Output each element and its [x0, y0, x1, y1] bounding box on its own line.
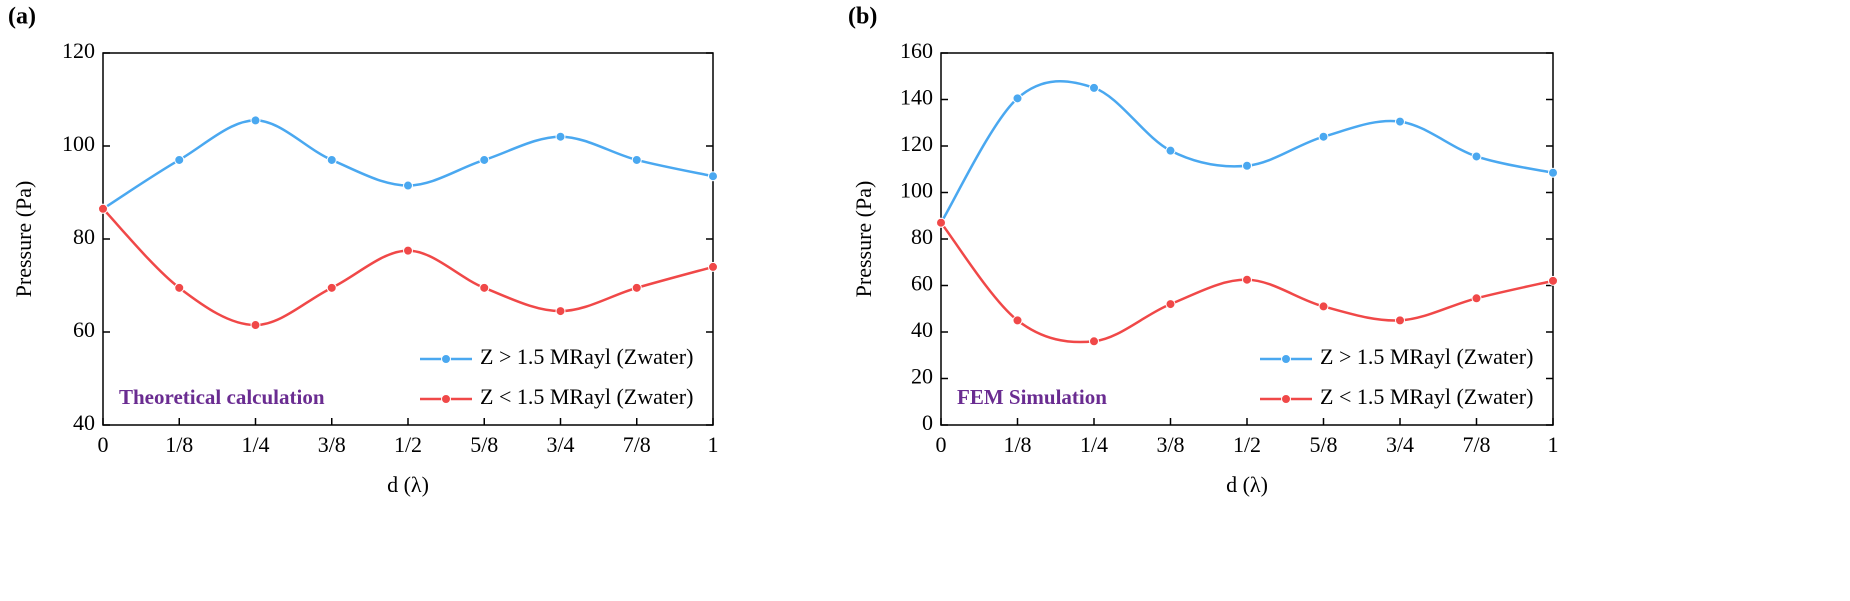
data-point — [326, 154, 337, 165]
legend-marker — [441, 354, 451, 364]
data-point — [1165, 299, 1176, 310]
legend-marker — [441, 394, 451, 404]
x-tick-label: 1/2 — [1233, 432, 1261, 457]
series-line — [102, 119, 714, 210]
panel-label: (a) — [8, 4, 36, 30]
data-point — [631, 282, 642, 293]
x-tick-label: 7/8 — [623, 432, 651, 457]
x-tick-label: 1 — [1548, 432, 1559, 457]
x-tick-label: 7/8 — [1462, 432, 1490, 457]
plot-frame — [940, 52, 1554, 426]
data-point — [1242, 160, 1252, 171]
data-point — [174, 282, 185, 293]
y-tick-label: 40 — [911, 317, 933, 342]
series-line — [940, 221, 1554, 344]
legend-label: Z < 1.5 MRayl (Zwater) — [1320, 384, 1533, 409]
x-tick-label: 1/8 — [165, 432, 193, 457]
data-point — [631, 154, 642, 165]
y-tick-label: 0 — [922, 410, 933, 435]
x-tick-label: 1/2 — [394, 432, 422, 457]
x-tick-label: 1/4 — [241, 432, 269, 457]
data-point — [479, 154, 490, 165]
x-tick-label: 3/4 — [546, 432, 574, 457]
data-point — [555, 306, 566, 317]
data-point — [1089, 336, 1099, 347]
data-point — [1471, 293, 1482, 304]
data-point — [1318, 301, 1329, 312]
y-tick-label: 20 — [911, 364, 933, 389]
data-point — [708, 171, 718, 182]
legend-label: Z < 1.5 MRayl (Zwater) — [480, 384, 693, 409]
data-point — [98, 203, 108, 214]
data-point — [1089, 82, 1099, 93]
data-point — [250, 115, 261, 126]
data-point — [403, 180, 413, 191]
x-tick-label: 3/8 — [1156, 432, 1184, 457]
y-tick-label: 120 — [900, 131, 933, 156]
data-point — [1242, 274, 1252, 285]
legend-label: Z > 1.5 MRayl (Zwater) — [1320, 344, 1533, 369]
x-tick-label: 3/8 — [318, 432, 346, 457]
x-axis-label: d (λ) — [387, 472, 429, 497]
data-point — [250, 320, 261, 331]
y-axis-label: Pressure (Pa) — [851, 181, 876, 298]
y-axis-label: Pressure (Pa) — [11, 181, 36, 298]
x-axis-label: d (λ) — [1226, 472, 1268, 497]
y-tick-label: 40 — [73, 410, 95, 435]
data-point — [174, 154, 185, 165]
y-tick-label: 160 — [900, 38, 933, 63]
x-tick-label: 0 — [98, 432, 109, 457]
y-tick-label: 80 — [73, 224, 95, 249]
x-tick-label: 5/8 — [1309, 432, 1337, 457]
legend-label: Z > 1.5 MRayl (Zwater) — [480, 344, 693, 369]
x-tick-label: 1/4 — [1080, 432, 1108, 457]
annotation: Theoretical calculation — [119, 385, 325, 409]
data-point — [1471, 151, 1482, 162]
y-tick-label: 60 — [911, 271, 933, 296]
panel-label: (b) — [848, 4, 877, 30]
series-line — [939, 80, 1554, 224]
y-tick-label: 140 — [900, 85, 933, 110]
data-point — [1395, 116, 1405, 127]
x-tick-label: 1/8 — [1003, 432, 1031, 457]
data-point — [479, 282, 490, 293]
legend-marker — [1281, 354, 1291, 364]
annotation: FEM Simulation — [957, 385, 1107, 409]
data-point — [708, 261, 718, 272]
data-point — [1012, 315, 1023, 326]
data-point — [555, 131, 566, 142]
x-tick-label: 3/4 — [1386, 432, 1414, 457]
data-point — [936, 217, 946, 228]
y-tick-label: 120 — [62, 38, 95, 63]
data-point — [1165, 145, 1176, 156]
data-point — [403, 245, 413, 256]
y-tick-label: 100 — [62, 131, 95, 156]
series-line — [102, 207, 714, 327]
y-tick-label: 100 — [900, 178, 933, 203]
y-tick-label: 80 — [911, 224, 933, 249]
data-point — [1012, 93, 1023, 104]
data-point — [1318, 131, 1329, 142]
data-point — [326, 282, 337, 293]
plot-frame — [102, 52, 714, 426]
x-tick-label: 1 — [708, 432, 719, 457]
x-tick-label: 0 — [936, 432, 947, 457]
y-tick-label: 60 — [73, 317, 95, 342]
data-point — [1548, 167, 1558, 178]
data-point — [1548, 275, 1558, 286]
data-point — [1395, 315, 1405, 326]
x-tick-label: 5/8 — [470, 432, 498, 457]
legend-marker — [1281, 394, 1291, 404]
